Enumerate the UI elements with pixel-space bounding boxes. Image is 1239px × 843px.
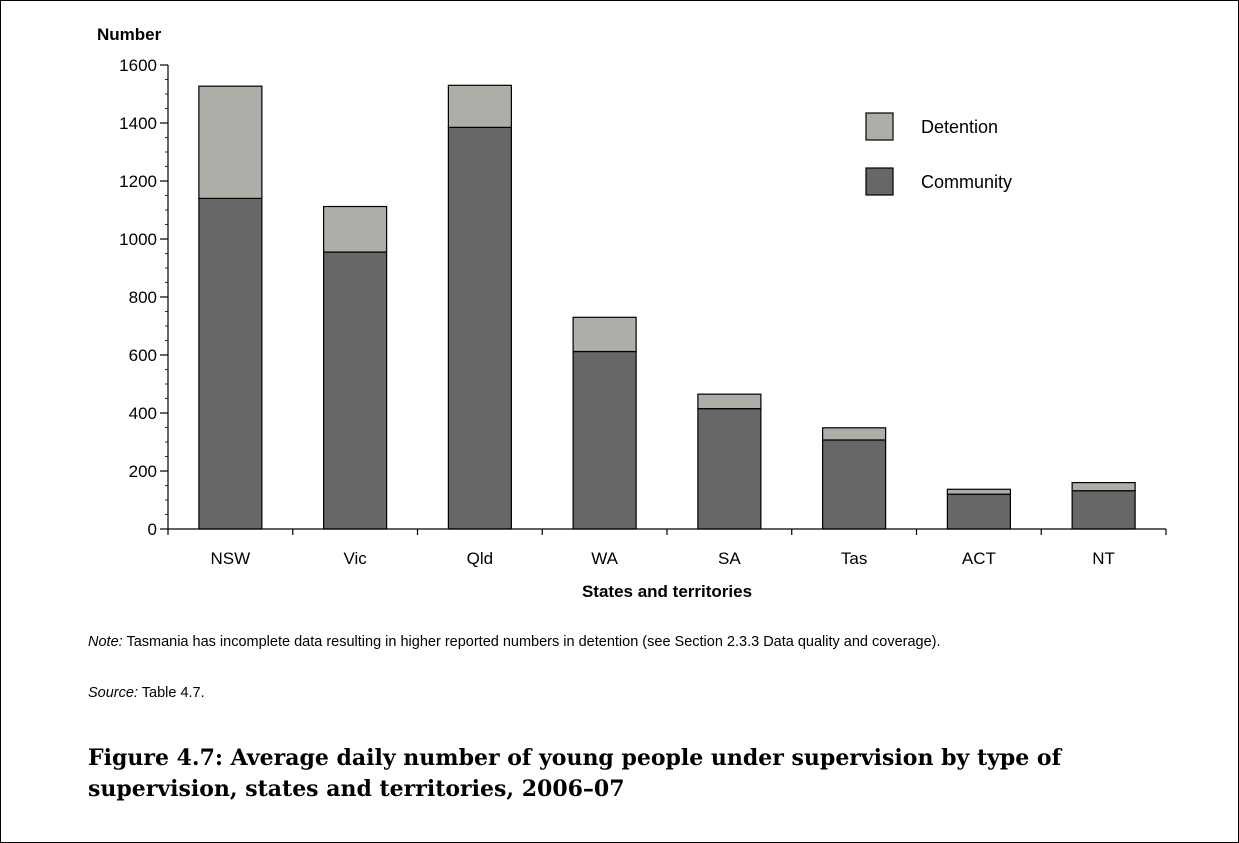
- note-label: Note:: [88, 634, 123, 650]
- bar-community-wa: [572, 350, 637, 530]
- x-tick-label-sa: SA: [718, 549, 741, 568]
- bar-detention-nsw: [198, 85, 263, 200]
- legend-label-detention: Detention: [921, 117, 998, 137]
- axes-layer: 0 200 400 600 800 1000 1200 1400 1600 NSW Vic Qld WA…: [119, 56, 1167, 568]
- bar-community-vic: [323, 251, 388, 530]
- bar-detention-wa: [572, 316, 637, 353]
- source-label: Source:: [88, 685, 138, 701]
- y-tick-label: 1600: [119, 56, 157, 75]
- y-tick-label: 0: [148, 520, 157, 539]
- y-tick-label: 800: [129, 288, 157, 307]
- bar-community-act: [946, 493, 1011, 530]
- bar-community-nsw: [198, 197, 263, 530]
- x-tick-label-nt: NT: [1092, 549, 1115, 568]
- x-tick-label-nsw: NSW: [211, 549, 251, 568]
- y-tick-label: 400: [129, 404, 157, 423]
- bar-community-sa: [697, 408, 762, 530]
- x-tick-label-vic: Vic: [343, 549, 367, 568]
- x-tick-label-wa: WA: [591, 549, 618, 568]
- bar-community-qld: [447, 126, 512, 530]
- bar-detention-vic: [323, 205, 388, 253]
- y-tick-label: 600: [129, 346, 157, 365]
- bar-detention-act: [946, 488, 1011, 495]
- legend-label-community: Community: [921, 172, 1012, 192]
- chart-source: Source: Table 4.7.: [88, 683, 205, 703]
- bar-community-nt: [1071, 490, 1136, 530]
- legend-swatch-community: [865, 167, 894, 196]
- bar-detention-nt: [1071, 482, 1136, 492]
- y-tick-label: 1400: [119, 114, 157, 133]
- bar-detention-qld: [447, 84, 512, 128]
- note-text: Tasmania has incomplete data resulting i…: [122, 634, 941, 650]
- y-tick-label: 1200: [119, 172, 157, 191]
- figure-caption: Figure 4.7: Average daily number of youn…: [88, 745, 1062, 802]
- y-axis-title: Number: [97, 25, 162, 44]
- legend: Detention Community: [865, 112, 1012, 196]
- chart-note: Note: Tasmania has incomplete data resul…: [88, 632, 1098, 652]
- x-axis-title: States and territories: [582, 582, 752, 601]
- legend-swatch-detention: [865, 112, 894, 141]
- x-tick-label-tas: Tas: [841, 549, 867, 568]
- y-tick-label: 200: [129, 462, 157, 481]
- y-tick-label: 1000: [119, 230, 157, 249]
- x-tick-label-qld: Qld: [467, 549, 493, 568]
- bar-detention-tas: [822, 427, 887, 441]
- stacked-bar-chart: Number States and territories 0 200 400 600…: [97, 25, 1167, 601]
- bars-layer: [198, 84, 1136, 530]
- bar-detention-sa: [697, 393, 762, 410]
- source-text: Table 4.7.: [137, 685, 205, 701]
- bar-community-tas: [822, 439, 887, 530]
- x-tick-label-act: ACT: [962, 549, 996, 568]
